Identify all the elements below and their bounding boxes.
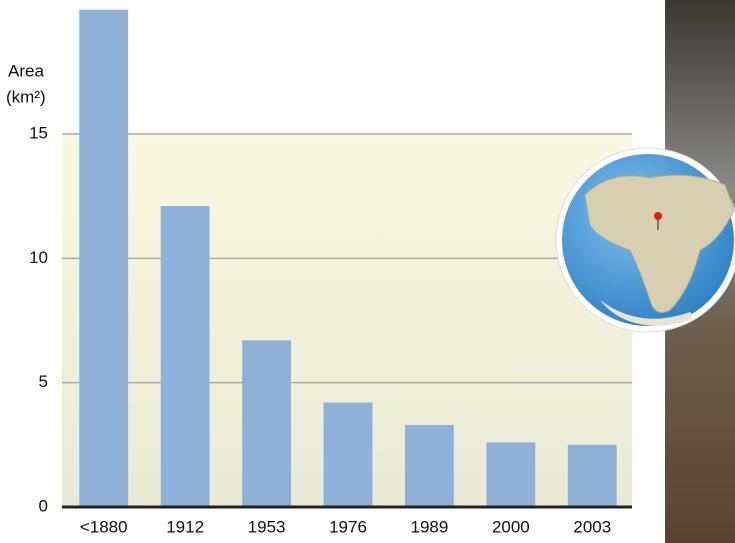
bar	[567, 444, 617, 507]
y-axis-label: Area	[8, 61, 44, 80]
bar	[79, 9, 129, 508]
x-tick-label: 1976	[329, 517, 367, 536]
globe	[555, 147, 735, 333]
y-tick-label: 15	[29, 123, 48, 142]
x-tick-label: 2000	[492, 517, 530, 536]
x-tick-label: 1912	[166, 517, 204, 536]
bar	[323, 402, 373, 507]
y-tick-label: 10	[29, 248, 48, 267]
x-tick-label: 2003	[573, 517, 611, 536]
y-tick-label: 0	[39, 496, 48, 515]
bar	[486, 442, 536, 507]
y-tick-label: 5	[39, 372, 48, 391]
x-tick-label: <1880	[80, 517, 128, 536]
bar	[242, 340, 291, 507]
bar	[405, 424, 454, 507]
x-tick-label: 1989	[411, 517, 449, 536]
x-tick-label: 1953	[248, 517, 286, 536]
y-axis-label: (km²)	[6, 87, 46, 106]
bar	[160, 206, 210, 507]
